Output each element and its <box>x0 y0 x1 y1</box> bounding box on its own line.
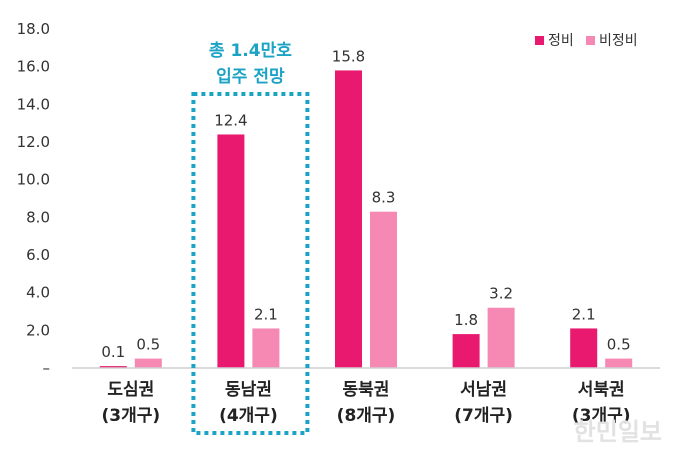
category-label: 서북권 <box>578 380 625 400</box>
data-label: 2.1 <box>572 305 596 323</box>
data-label: 15.8 <box>332 47 365 65</box>
category-label: 동북권 <box>343 380 390 400</box>
data-label: 1.8 <box>454 311 478 329</box>
annotation-line-2: 입주 전망 <box>216 67 285 87</box>
category-label: 도심권 <box>107 380 154 400</box>
category-labels: 도심권 (3개구) 동남권 (4개구) 동북권 (8개구) 서남권 (7개구) 서북권 (3개구) <box>101 380 630 426</box>
category-label: 동남권 <box>225 380 272 400</box>
data-labels: 0.1 0.5 12.4 2.1 15.8 8.3 1.8 3.2 2.1 0.5 <box>101 47 630 361</box>
bar-non-maintenance <box>252 328 280 368</box>
y-tick-label: 18.0 <box>17 20 50 38</box>
bar-non-maintenance <box>605 358 633 368</box>
bars <box>99 70 633 368</box>
y-tick-label: 14.0 <box>17 95 50 113</box>
data-label: 0.5 <box>607 336 631 354</box>
category-label: 서남권 <box>460 380 507 400</box>
data-label: 0.1 <box>101 343 125 361</box>
y-tick-label: 12.0 <box>17 133 50 151</box>
y-tick-label: – <box>43 359 51 377</box>
legend-swatch <box>535 36 544 45</box>
bar-maintenance <box>217 134 245 368</box>
legend-swatch <box>586 36 595 45</box>
y-tick-label: 16.0 <box>17 58 50 76</box>
bar-non-maintenance <box>134 358 162 368</box>
legend: 정비 비정비 <box>535 33 638 49</box>
highlight-dotted-box <box>191 92 310 435</box>
data-label: 8.3 <box>372 189 396 207</box>
bar-non-maintenance <box>370 211 397 368</box>
y-tick-label: 8.0 <box>26 208 50 226</box>
y-tick-label: 2.0 <box>26 321 50 339</box>
category-sublabel: (8개구) <box>337 406 396 426</box>
category-sublabel: (7개구) <box>454 406 513 426</box>
y-tick-label: 6.0 <box>26 246 50 264</box>
bar-maintenance <box>570 328 598 368</box>
y-tick-label: 4.0 <box>26 284 50 302</box>
data-label: 0.5 <box>136 336 160 354</box>
legend-label: 정비 <box>548 33 574 49</box>
annotation: 총 1.4만호 입주 전망 <box>191 41 310 435</box>
y-tick-label: 10.0 <box>17 171 50 189</box>
y-axis: – 2.0 4.0 6.0 8.0 10.0 12.0 14.0 16.0 18.0 <box>17 20 50 377</box>
bar-maintenance <box>99 366 127 368</box>
data-label: 3.2 <box>489 285 513 303</box>
legend-label: 비정비 <box>599 33 638 49</box>
bar-maintenance <box>452 334 480 368</box>
data-label: 12.4 <box>214 111 247 129</box>
watermark-logo: 한민일보 <box>574 418 662 446</box>
bar-non-maintenance <box>487 307 515 368</box>
category-sublabel: (3개구) <box>101 406 160 426</box>
data-label: 2.1 <box>254 305 278 323</box>
category-sublabel: (3개구) <box>572 406 631 426</box>
category-sublabel: (4개구) <box>219 406 278 426</box>
annotation-line-1: 총 1.4만호 <box>209 41 292 61</box>
bar-maintenance <box>335 70 362 368</box>
